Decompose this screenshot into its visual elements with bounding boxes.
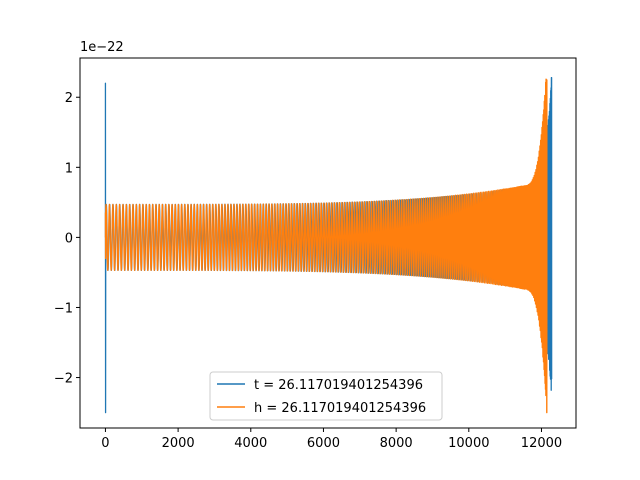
y-axis: −2 −1 0 1 2 [54, 91, 80, 387]
x-tick-label: 8000 [380, 436, 413, 451]
x-tick-label: 10000 [448, 436, 489, 451]
legend-label-h: h = 26.117019401254396 [254, 401, 426, 416]
x-tick-label: 6000 [307, 436, 340, 451]
y-tick-label: −1 [54, 301, 73, 316]
x-tick-label: 0 [101, 436, 109, 451]
y-offset-label: 1e−22 [80, 40, 124, 55]
plot-area [104, 76, 553, 414]
series-line-h [104, 78, 548, 414]
x-tick-label: 12000 [521, 436, 562, 451]
y-tick-label: −2 [54, 372, 73, 387]
x-axis: 0 2000 4000 6000 8000 10000 12000 [101, 428, 562, 451]
legend-label-t: t = 26.117019401254396 [254, 378, 423, 393]
legend: t = 26.117019401254396 h = 26.1170194012… [209, 371, 443, 421]
y-tick-label: 0 [65, 231, 73, 246]
y-tick-label: 1 [65, 161, 73, 176]
y-tick-label: 2 [65, 91, 73, 106]
axes-frame [79, 57, 577, 429]
x-tick-label: 2000 [162, 436, 195, 451]
x-tick-label: 4000 [234, 436, 267, 451]
legend-box [209, 371, 443, 421]
